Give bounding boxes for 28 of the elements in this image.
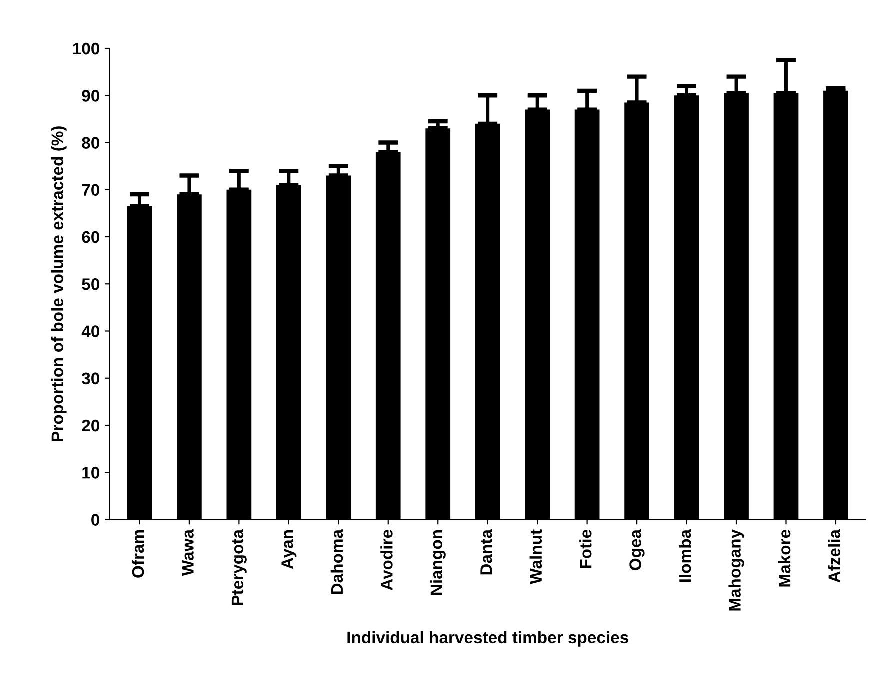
y-tick-label: 40: [82, 326, 100, 338]
y-tick-label: 10: [82, 467, 100, 479]
y-axis-title: Proportion of bole volume extracted (%): [51, 126, 67, 442]
x-tick-label: Walnut: [530, 530, 542, 584]
x-tick-label: Avodire: [380, 530, 393, 590]
y-tick-label: 100: [73, 42, 100, 55]
x-tick-label: Fotie: [580, 530, 592, 568]
y-tick-label: 0: [92, 514, 100, 526]
x-tick-label: Mahogany: [728, 530, 744, 611]
x-tick-label: Ayan: [282, 530, 297, 570]
x-tick-label: Pterygota: [232, 529, 247, 606]
y-tick-label: 50: [82, 278, 100, 290]
x-tick-label: Makore: [778, 530, 791, 587]
y-tick-label: 90: [82, 90, 100, 102]
x-tick-label: Niangon: [430, 530, 446, 596]
x-tick-label: Wawa: [182, 529, 194, 576]
x-tick-label: Ilomba: [679, 529, 692, 582]
x-axis-title: Individual harvested timber species: [348, 631, 628, 647]
y-tick-label: 70: [82, 184, 100, 196]
x-tick-label: Dahoma: [330, 529, 344, 594]
y-tick-label: 20: [82, 420, 100, 432]
y-tick-label: 30: [82, 372, 100, 385]
y-tick-label: 80: [82, 137, 100, 149]
y-tick-label: 60: [82, 231, 100, 244]
x-tick-label: Danta: [480, 529, 492, 575]
x-tick-label: Ogea: [630, 529, 645, 570]
x-tick-label: Afzelia: [828, 529, 840, 583]
x-tick-label: Ofram: [132, 530, 144, 578]
